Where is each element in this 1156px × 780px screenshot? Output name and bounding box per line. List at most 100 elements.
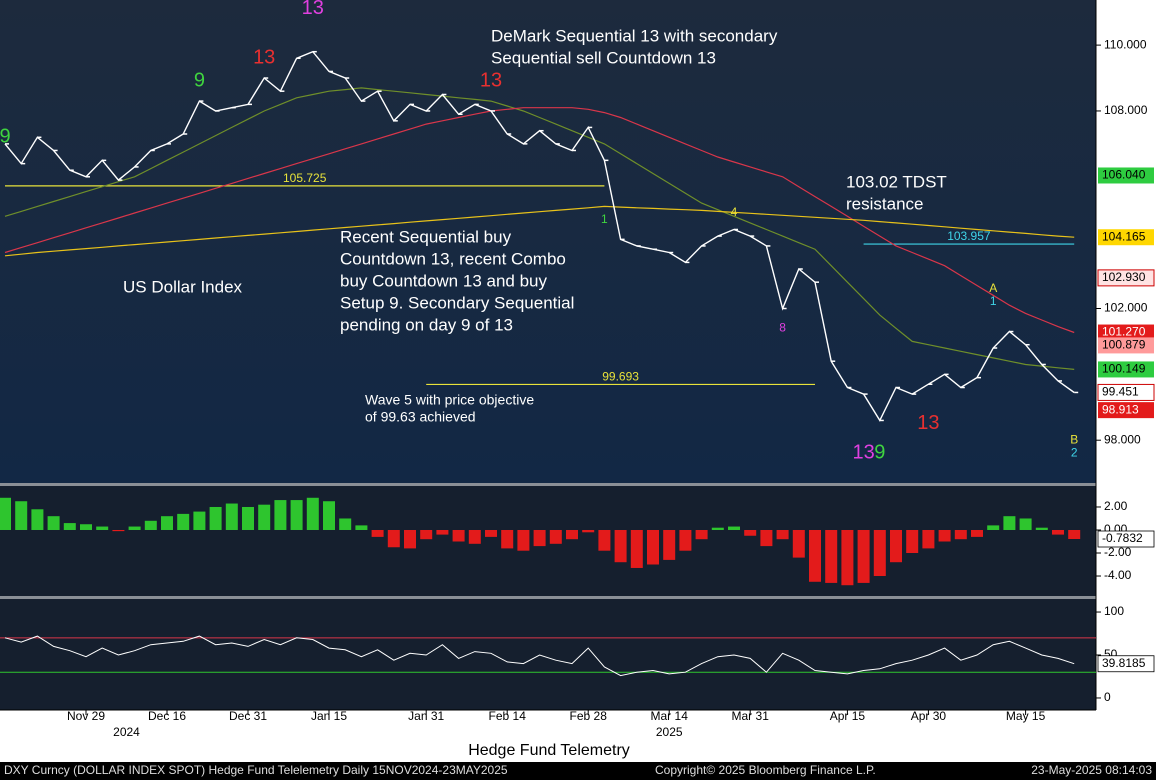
y-tick-label: 108.000 <box>1104 103 1148 117</box>
histogram-bar <box>598 529 611 551</box>
histogram-bar <box>549 529 562 544</box>
histogram-bar <box>339 518 352 530</box>
histogram-bar <box>404 529 416 549</box>
histogram-bar <box>161 516 173 530</box>
price-label: 101.270 <box>1102 325 1146 339</box>
histogram-bar <box>971 529 983 537</box>
y-tick-label: 110.000 <box>1104 37 1147 51</box>
y-tick-label: 2.00 <box>1104 499 1128 513</box>
histogram-bar <box>274 500 287 530</box>
histogram-bar <box>1003 516 1016 530</box>
histogram-bar <box>15 501 28 530</box>
histogram-bar <box>728 526 740 530</box>
y-tick-label: 0 <box>1104 690 1111 704</box>
price-label-box <box>1098 324 1154 341</box>
histogram-bar <box>776 529 789 540</box>
histogram-bar <box>144 520 157 530</box>
price-label: 102.930 <box>1102 270 1146 284</box>
demark-count: 8 <box>779 320 786 334</box>
demark-count: 1 <box>601 212 608 226</box>
y-tick-label: -2.00 <box>1104 545 1132 559</box>
y-tick-label: -4.00 <box>1104 568 1132 582</box>
demark-count: 9 <box>874 442 885 464</box>
price-label: 98.913 <box>1102 402 1139 416</box>
histogram-bar <box>290 500 303 530</box>
histogram-bar <box>258 504 271 530</box>
moving-average <box>4 87 1075 370</box>
demark-count: 13 <box>253 47 275 69</box>
annotation: Sequential sell Countdown 13 <box>491 48 716 67</box>
histogram-bar <box>371 529 384 537</box>
histogram-bar <box>711 527 724 530</box>
histogram-bar <box>1019 518 1032 530</box>
histogram-bar <box>647 529 659 565</box>
level-label: 103.957 <box>947 229 991 243</box>
y-tick-label: 98.000 <box>1104 432 1141 446</box>
price-label: 100.149 <box>1102 362 1146 376</box>
histogram-bar <box>242 506 254 530</box>
demark-count: 2 <box>1071 446 1078 460</box>
divider <box>0 596 1096 599</box>
footer-left: DXY Curncy (DOLLAR INDEX SPOT) Hedge Fun… <box>4 763 508 777</box>
year-label: 2025 <box>656 725 683 739</box>
histogram-bar <box>209 506 222 530</box>
footer-right: 23-May-2025 08:14:03 <box>1031 763 1152 777</box>
footer-bar <box>0 762 1156 780</box>
demark-count: 13 <box>917 412 939 434</box>
main-panel <box>0 0 1096 483</box>
demark-count: 13 <box>302 0 324 19</box>
histogram-bar <box>582 529 595 533</box>
demark-count: 9 <box>194 70 205 92</box>
demark-count: B <box>1070 432 1078 446</box>
annotation: US Dollar Index <box>123 277 243 296</box>
histogram-bar <box>987 525 1000 530</box>
last-value: 39.8185 <box>1102 656 1146 670</box>
annotation: Wave 5 with price objective <box>365 392 534 408</box>
histogram-bar <box>63 523 76 530</box>
price-label-box <box>1098 361 1154 378</box>
x-tick-label: Mar 31 <box>732 709 770 723</box>
demark-count: 4 <box>731 205 738 219</box>
histogram-bar <box>954 529 967 540</box>
annotation: Setup 9. Secondary Sequential <box>340 293 574 312</box>
histogram-bar <box>387 529 400 548</box>
histogram-bar <box>792 529 805 558</box>
x-tick-label: Apr 15 <box>830 709 866 723</box>
rsi-line <box>4 635 1075 677</box>
rsi-panel <box>0 599 1096 710</box>
moving-average <box>4 205 1075 257</box>
histogram-bar <box>873 529 886 577</box>
histogram-bar <box>809 529 821 582</box>
histogram-bar <box>614 529 627 563</box>
price-label-box <box>1098 167 1154 184</box>
histogram-bar <box>193 511 206 530</box>
histogram-bar <box>695 529 708 540</box>
price-label-box <box>1097 383 1155 401</box>
annotation: Countdown 13, recent Combo <box>340 249 566 268</box>
annotation: of 99.63 achieved <box>365 409 476 425</box>
histogram-bar <box>922 529 935 549</box>
price-label: 100.879 <box>1102 338 1146 352</box>
histogram-bar <box>663 529 676 560</box>
x-tick-label: Apr 30 <box>911 709 947 723</box>
demark-count: 9 <box>0 126 11 148</box>
histogram-bar <box>47 516 60 530</box>
price-label: 106.040 <box>1102 168 1146 182</box>
histogram-bar <box>566 529 578 540</box>
histogram-bar <box>96 526 109 530</box>
histogram-bar <box>468 529 481 544</box>
histogram-bar <box>355 525 368 530</box>
price-label: 99.451 <box>1102 385 1139 399</box>
histogram-bar <box>760 529 773 547</box>
histogram-bar <box>323 501 335 530</box>
y-tick-label: 102.000 <box>1104 301 1148 315</box>
histogram-bar <box>841 529 854 586</box>
histogram-bar <box>452 529 465 542</box>
annotation: resistance <box>846 194 923 213</box>
histogram-bar <box>679 529 692 551</box>
annotation: DeMark Sequential 13 with secondary <box>491 26 778 45</box>
histogram-bar <box>1035 527 1048 530</box>
histogram-bar <box>744 529 757 536</box>
